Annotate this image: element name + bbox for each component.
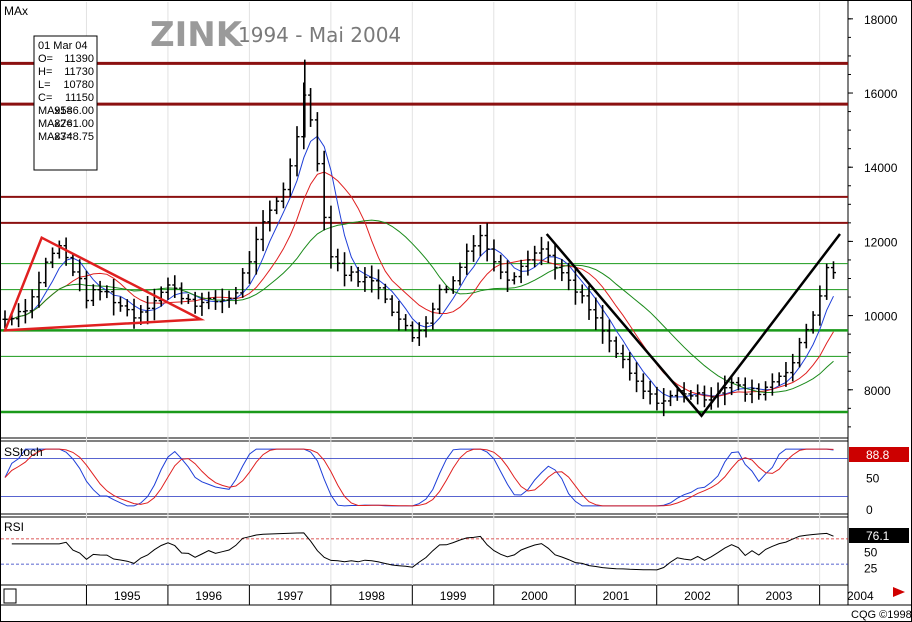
rsi-tick-label: 25 xyxy=(864,561,878,575)
infobox-key: H= xyxy=(38,66,52,78)
infobox-key: MAx1= xyxy=(38,105,73,117)
year-label: 2003 xyxy=(766,589,793,603)
year-label: 1998 xyxy=(358,589,385,603)
year-label: 1996 xyxy=(195,589,222,603)
infobox-key: O= xyxy=(38,53,53,65)
chart-title: ZINK xyxy=(150,15,244,55)
infobox-value: 11150 xyxy=(65,92,94,104)
time-axis: 1995 1996 1997 1998 1999 2000 2001 2002 2003 2004 xyxy=(85,585,874,605)
year-label: 2004 xyxy=(847,589,874,603)
stoch-tick-label: 0 xyxy=(866,503,873,517)
stoch-d-line xyxy=(4,448,834,507)
horizontal-levels xyxy=(1,61,848,414)
stoch-value-badge: 88.8 xyxy=(849,447,909,462)
infobox-value: 8748.75 xyxy=(54,131,94,143)
price-tick-label: 12000 xyxy=(864,235,898,249)
stochastic-panel: 0 50 xyxy=(1,448,880,517)
price-tick-label: 18000 xyxy=(864,13,898,27)
infobox-value: 10780 xyxy=(63,79,94,91)
infobox-key: C= xyxy=(38,92,52,104)
infobox-key: L= xyxy=(38,79,51,91)
infobox-key: MAx2= xyxy=(38,118,73,130)
triangle-pattern xyxy=(3,235,206,332)
stoch-label: SStoch xyxy=(4,445,43,459)
infobox-value: 11390 xyxy=(64,53,94,65)
infobox-value: 11730 xyxy=(64,66,94,78)
rsi-tick-label: 50 xyxy=(864,546,878,560)
scroll-left-button[interactable] xyxy=(3,588,17,604)
rsi-last-value: 76.1 xyxy=(866,529,890,543)
v-pattern xyxy=(545,233,841,418)
copyright: CQG ©1998 xyxy=(851,609,912,621)
price-tick-label: 10000 xyxy=(864,310,898,324)
main-panel-label: MAx xyxy=(4,4,28,18)
stoch-last-value: 88.8 xyxy=(866,448,890,462)
infobox-value: 9586.00 xyxy=(54,105,94,117)
year-label: 2000 xyxy=(521,589,548,603)
infobox-date: 01 Mar 04 xyxy=(38,40,88,52)
pattern-lines xyxy=(3,233,841,418)
price-axis: 8000 10000 12000 14000 16000 18000 xyxy=(848,13,898,428)
price-tick-label: 14000 xyxy=(864,161,898,175)
stoch-k-line xyxy=(4,448,834,507)
rsi-value-badge: 76.1 xyxy=(849,528,909,543)
price-tick-label: 16000 xyxy=(864,87,898,101)
scroll-right-arrow-icon[interactable] xyxy=(893,587,905,597)
ma-mid-line xyxy=(4,171,834,397)
price-tick-label: 8000 xyxy=(864,384,891,398)
year-label: 1997 xyxy=(277,589,304,603)
year-label: 1999 xyxy=(440,589,467,603)
year-label: 2001 xyxy=(603,589,630,603)
infobox-value: 8761.00 xyxy=(54,118,94,130)
chart-subtitle: 1994 - Mai 2004 xyxy=(238,23,401,47)
rsi-line xyxy=(11,532,834,571)
rsi-label: RSI xyxy=(4,520,24,534)
price-bars xyxy=(2,59,836,417)
year-label: 2002 xyxy=(684,589,711,603)
stoch-tick-label: 50 xyxy=(866,472,880,486)
infobox-key: MAx3= xyxy=(38,131,73,143)
year-label: 1995 xyxy=(114,589,141,603)
